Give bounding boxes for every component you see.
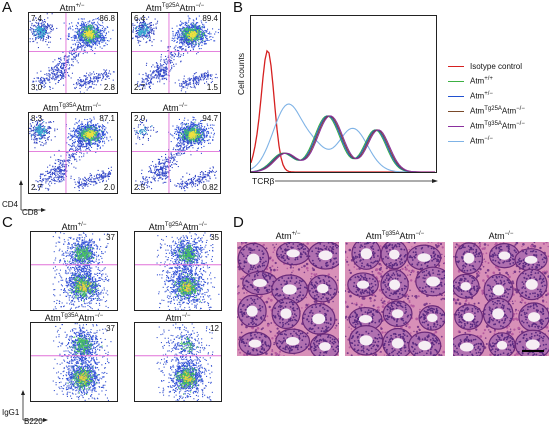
panel-letter-b: B xyxy=(233,0,244,16)
gate-value: 37 xyxy=(106,233,115,242)
panel-a-flow-plot: 2.0 94.7 2.5 0.82 xyxy=(131,112,221,194)
tissue-section xyxy=(345,242,445,356)
legend-swatch xyxy=(448,110,464,112)
quadrant-lr: 0.82 xyxy=(202,183,218,192)
flow-dots xyxy=(29,113,117,193)
panel-letter-d: D xyxy=(233,214,244,231)
quadrant-ul: 6.4 xyxy=(134,14,146,23)
panel-a-title-3: AtmTg35AAtm−/− xyxy=(42,103,102,113)
panel-c-flow-plot: 37 xyxy=(30,231,118,311)
panel-a-ylabel: CD4 xyxy=(2,200,19,209)
panel-b-x-arrow xyxy=(275,179,438,183)
flow-dots xyxy=(31,232,117,310)
quadrant-lr: 1.5 xyxy=(206,83,218,92)
histology-image xyxy=(345,242,445,356)
tissue-section xyxy=(453,242,549,356)
quadrant-ul: 7.4 xyxy=(31,14,43,23)
legend-label: Atm+/+ xyxy=(470,76,493,86)
panel-letter-a: A xyxy=(2,0,13,16)
gate-value: 35 xyxy=(210,233,219,242)
panel-c-title-3: AtmTg35AAtm−/− xyxy=(44,313,104,323)
legend-swatch xyxy=(448,65,464,67)
panel-c-flow-plot: 37 xyxy=(30,322,118,402)
panel-c-flow-plot: 35 xyxy=(134,231,222,311)
gate-value: 37 xyxy=(106,324,115,333)
gate-value: 12 xyxy=(210,324,219,333)
panel-letter-c: C xyxy=(2,214,13,231)
flow-dots xyxy=(135,232,221,310)
panel-b-histogram xyxy=(250,15,437,173)
legend-label: Atm+/− xyxy=(470,91,493,101)
quadrant-ll: 2.7 xyxy=(134,83,146,92)
quadrant-ur: 87.1 xyxy=(99,114,115,123)
quadrant-ll: 3.0 xyxy=(31,83,43,92)
panel-a-xlabel: CD8 xyxy=(22,208,39,217)
quadrant-ur: 89.4 xyxy=(202,14,218,23)
histology-image xyxy=(237,242,339,356)
panel-c-title-2: AtmTg25AAtm−/− xyxy=(148,222,208,232)
panel-c-title-4: Atm−/− xyxy=(165,313,191,323)
panel-a-title-2: AtmTg25AAtm−/− xyxy=(145,3,205,13)
panel-c-axis-arrows xyxy=(21,390,48,422)
scale-bar xyxy=(522,350,544,352)
legend-item-tg25a: AtmTg25AAtm−/− xyxy=(448,105,525,117)
quadrant-ur: 94.7 xyxy=(202,114,218,123)
quadrant-ul: 2.0 xyxy=(134,114,146,123)
legend-swatch xyxy=(448,140,464,142)
legend-swatch xyxy=(448,80,464,82)
legend-label: AtmTg25AAtm−/− xyxy=(470,106,525,116)
quadrant-lr: 2.0 xyxy=(103,183,115,192)
panel-c-ylabel: IgG1 xyxy=(2,408,20,417)
legend-item-atm-mm: Atm−/− xyxy=(448,135,493,147)
flow-dots xyxy=(31,323,117,401)
legend-swatch xyxy=(448,95,464,97)
quadrant-ur: 86.8 xyxy=(99,14,115,23)
tissue-section xyxy=(237,242,339,356)
flow-dots xyxy=(132,13,220,93)
quadrant-lr: 2.8 xyxy=(103,83,115,92)
panel-a-flow-plot: 8.3 87.1 2.7 2.0 xyxy=(28,112,118,194)
panel-a-flow-plot: 7.4 86.8 3.0 2.8 xyxy=(28,12,118,94)
legend-label: Atm−/− xyxy=(470,136,493,146)
legend-label: AtmTg35AAtm−/− xyxy=(470,121,525,131)
panel-a-flow-plot: 6.4 89.4 2.7 1.5 xyxy=(131,12,221,94)
panel-a-axis-arrows xyxy=(19,180,46,212)
panel-c-xlabel: B220 xyxy=(24,417,43,426)
quadrant-ll: 2.5 xyxy=(134,183,146,192)
legend-item-atm-pp: Atm+/+ xyxy=(448,75,493,87)
legend-item-isotype: Isotype control xyxy=(448,60,522,72)
panel-c-flow-plot: 12 xyxy=(134,322,222,402)
panel-d-title-1: Atm+/− xyxy=(275,231,301,241)
histogram-curves xyxy=(251,49,435,172)
panel-b-ylabel: Cell counts xyxy=(236,52,246,95)
panel-d-title-2: AtmTg35AAtm−/− xyxy=(365,231,425,241)
flow-dots xyxy=(29,13,117,93)
panel-a-title-1: Atm+/− xyxy=(59,3,85,13)
legend-item-tg35a: AtmTg35AAtm−/− xyxy=(448,120,525,132)
panel-c-title-1: Atm+/− xyxy=(61,222,87,232)
histology-image xyxy=(453,242,549,356)
legend-item-atm-pm: Atm+/− xyxy=(448,90,493,102)
legend-swatch xyxy=(448,125,464,127)
flow-dots xyxy=(132,113,220,193)
quadrant-ll: 2.7 xyxy=(31,183,43,192)
flow-dots xyxy=(135,323,221,401)
quadrant-ul: 8.3 xyxy=(31,114,43,123)
panel-b-xlabel: TCRβ xyxy=(252,176,275,186)
panel-d-title-3: Atm−/− xyxy=(488,231,514,241)
panel-a-title-4: Atm−/− xyxy=(162,103,188,113)
legend-label: Isotype control xyxy=(470,61,523,71)
